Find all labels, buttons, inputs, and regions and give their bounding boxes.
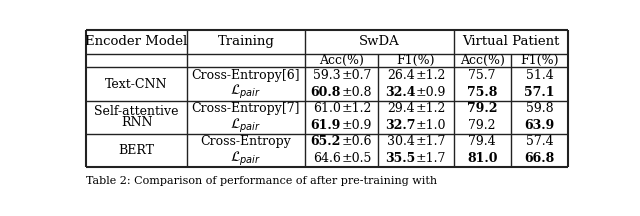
Text: ±1.0: ±1.0 [416, 119, 447, 132]
Text: 63.9: 63.9 [524, 119, 555, 132]
Text: 57.4: 57.4 [526, 135, 554, 148]
Text: 59.8: 59.8 [526, 102, 554, 115]
Text: 66.8: 66.8 [524, 152, 555, 165]
Text: ±0.7: ±0.7 [342, 69, 372, 82]
Text: ±1.2: ±1.2 [416, 69, 446, 82]
Text: Cross-Entropy: Cross-Entropy [200, 135, 291, 148]
Text: 32.4: 32.4 [385, 86, 415, 99]
Text: Self-attentive: Self-attentive [94, 105, 179, 118]
Text: 60.8: 60.8 [310, 86, 340, 99]
Text: 26.4: 26.4 [387, 69, 415, 82]
Text: ±0.8: ±0.8 [342, 86, 372, 99]
Text: $\mathcal{L}_{pair}$: $\mathcal{L}_{pair}$ [230, 116, 261, 135]
Text: Cross-Entropy[7]: Cross-Entropy[7] [191, 102, 300, 115]
Text: RNN: RNN [121, 116, 152, 129]
Text: 75.8: 75.8 [467, 86, 497, 99]
Text: 30.4: 30.4 [387, 135, 415, 148]
Text: ±0.9: ±0.9 [416, 86, 446, 99]
Text: Table 2: Comparison of performance of after pre-training with: Table 2: Comparison of performance of af… [86, 176, 437, 186]
Text: SwDA: SwDA [359, 35, 399, 48]
Text: Encoder Model: Encoder Model [86, 35, 188, 48]
Text: 65.2: 65.2 [310, 135, 340, 148]
Text: 35.5: 35.5 [385, 152, 415, 165]
Text: F1(%): F1(%) [520, 54, 559, 67]
Text: F1(%): F1(%) [397, 54, 435, 67]
Text: 75.7: 75.7 [468, 69, 496, 82]
Text: ±1.7: ±1.7 [416, 152, 446, 165]
Text: $\mathcal{L}_{pair}$: $\mathcal{L}_{pair}$ [230, 83, 261, 102]
Text: 57.1: 57.1 [524, 86, 555, 99]
Text: ±0.6: ±0.6 [342, 135, 372, 148]
Text: 79.2: 79.2 [468, 119, 496, 132]
Text: 79.2: 79.2 [467, 102, 497, 115]
Text: 51.4: 51.4 [525, 69, 554, 82]
Text: 59.3: 59.3 [313, 69, 340, 82]
Text: 61.9: 61.9 [310, 119, 340, 132]
Text: Cross-Entropy[6]: Cross-Entropy[6] [191, 69, 300, 82]
Text: 29.4: 29.4 [388, 102, 415, 115]
Text: $\mathcal{L}_{pair}$: $\mathcal{L}_{pair}$ [230, 149, 261, 168]
Text: 81.0: 81.0 [467, 152, 497, 165]
Text: Text-CNN: Text-CNN [106, 78, 168, 91]
Text: Training: Training [218, 35, 275, 48]
Text: ±0.5: ±0.5 [342, 152, 372, 165]
Text: ±1.2: ±1.2 [342, 102, 372, 115]
Text: ±1.7: ±1.7 [416, 135, 446, 148]
Text: ±0.9: ±0.9 [342, 119, 372, 132]
Text: ±1.2: ±1.2 [416, 102, 446, 115]
Text: 61.0: 61.0 [313, 102, 340, 115]
Text: BERT: BERT [118, 144, 155, 157]
Text: 32.7: 32.7 [385, 119, 415, 132]
Text: 64.6: 64.6 [313, 152, 340, 165]
Text: Acc(%): Acc(%) [460, 54, 505, 67]
Text: Acc(%): Acc(%) [319, 54, 364, 67]
Text: Virtual Patient: Virtual Patient [462, 35, 559, 48]
Text: 79.4: 79.4 [468, 135, 496, 148]
